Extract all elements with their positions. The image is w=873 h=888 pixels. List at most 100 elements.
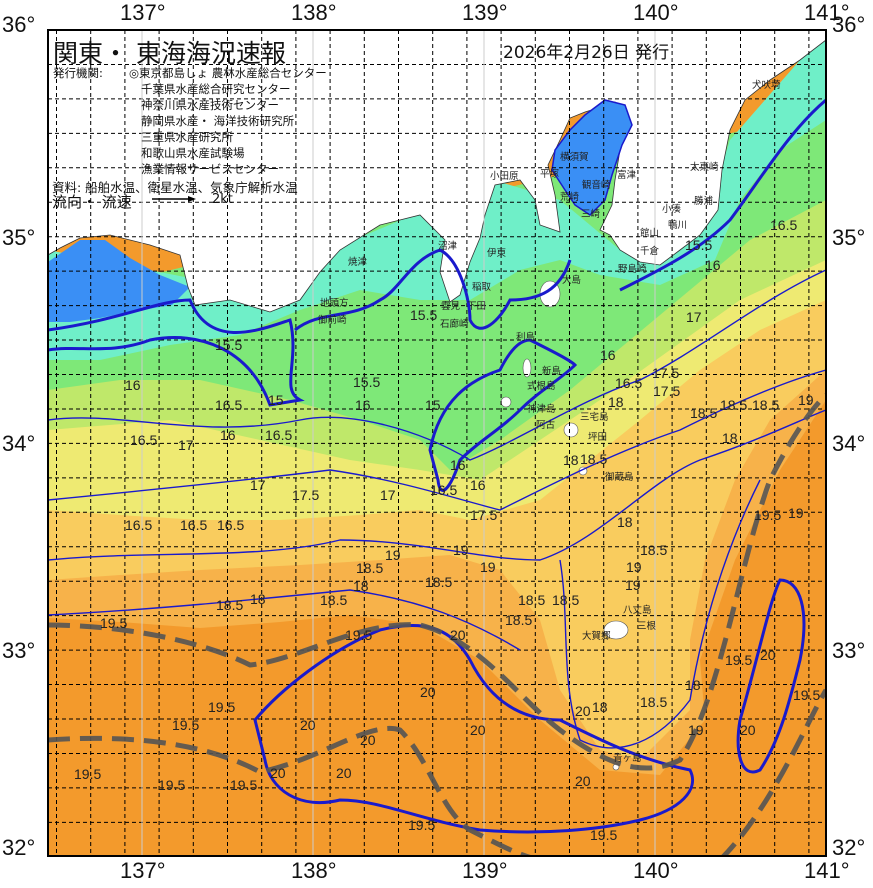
lon-tick-bottom: 138°	[291, 858, 337, 883]
isotherm-label: 18.5	[216, 597, 243, 613]
place-label: 御蔵島	[605, 471, 634, 483]
place-label: 館山	[640, 227, 659, 239]
isotherm-label: 16	[355, 397, 371, 413]
isotherm-label: 15.5	[410, 307, 437, 323]
isotherm-label: 16.5	[180, 517, 207, 533]
flow-scale-arrow	[152, 196, 196, 202]
lon-tick-top: 138°	[291, 0, 337, 25]
flow-label: 流向・ 流速	[52, 193, 132, 211]
isotherm-label: 16	[470, 477, 486, 493]
isotherm-label: 20	[760, 647, 776, 663]
isotherm-label: 17.5	[292, 487, 319, 503]
isotherm-label: 19.5	[725, 652, 752, 668]
issuer-label: 発行機関:	[53, 66, 103, 80]
isotherm-label: 17.5	[653, 383, 680, 399]
place-label: 観音崎	[582, 179, 611, 191]
place-label: 勝浦	[694, 195, 714, 207]
place-label: 新島	[542, 365, 561, 377]
isotherm-label: 16	[705, 257, 721, 273]
isotherm-label: 18.5	[505, 612, 532, 628]
issuer-6: 和歌山県水産試験場	[141, 146, 245, 160]
isotherm-label: 19.5	[158, 777, 185, 793]
isotherm-label: 19.5	[230, 777, 257, 793]
isotherm-label: 18.5	[552, 592, 579, 608]
issuer-5: 三重県水産研究所	[141, 130, 233, 144]
isotherm-label: 19.5	[754, 507, 781, 523]
issuer-7: 漁業情報サービスセンター	[141, 162, 279, 176]
isotherm-label: 17	[380, 487, 396, 503]
place-label: 稲取	[472, 281, 492, 293]
isotherm-label: 16.5	[615, 375, 642, 391]
isotherm-label: 20	[470, 722, 486, 738]
isotherm-label: 20	[420, 684, 436, 700]
place-label: 伊東	[487, 247, 507, 259]
place-label: 下田	[467, 301, 486, 312]
isotherm-label: 19.5	[208, 699, 235, 715]
issuer-2: 千葉県水産総合研究センター	[141, 82, 291, 96]
isotherm-label: 19	[480, 559, 496, 575]
isotherm-label: 19	[688, 722, 704, 738]
isotherm-label: 17.5	[652, 365, 679, 381]
isotherm-label: 17.5	[470, 507, 497, 523]
lon-tick-top: 139°	[462, 0, 508, 25]
isotherm-label: 17	[178, 437, 194, 453]
isotherm-label: 20	[300, 717, 316, 733]
isotherm-label: 20	[575, 703, 591, 719]
issuer-3: 神奈川県水産技術センター	[141, 98, 279, 112]
lat-tick-left: 33°	[2, 638, 36, 664]
lat-tick-right: 33°	[832, 638, 866, 664]
contour-labels: 15.5 16 16.5 17 15 16.5 16 16.5 17 17.5 16.5 16.5 16…	[74, 217, 820, 843]
isotherm-label: 19.5	[408, 817, 435, 833]
isotherm-label: 18.5	[320, 592, 347, 608]
isotherm-label: 19	[453, 542, 469, 558]
isotherm-label: 18	[563, 452, 579, 468]
place-label: 犬吠埼	[752, 79, 781, 91]
issuer-1: ◎東京都島しょ 農林水産総合センター	[129, 66, 327, 80]
isotherm-label: 18.5	[356, 560, 383, 576]
place-label: 小湊	[662, 203, 682, 215]
place-label: 神津島	[527, 403, 556, 415]
lon-tick-bottom: 140°	[633, 858, 679, 883]
place-label: 利島	[516, 331, 535, 343]
place-label: 青ヶ島	[613, 752, 642, 764]
isotherm-label: 19	[798, 392, 814, 408]
place-label: 横須賀	[560, 151, 589, 163]
isotherm-label: 15.5	[215, 337, 242, 353]
isotherm-label: 19.5	[172, 717, 199, 733]
lon-tick-bottom: 139°	[462, 858, 508, 883]
lon-tick-top: 141°	[804, 0, 850, 25]
place-label: 平塚	[540, 169, 560, 180]
isotherm-label: 16.5	[125, 517, 152, 533]
place-label: 富津	[617, 169, 637, 181]
place-label: 坪田	[588, 431, 607, 443]
isotherm-label: 20	[575, 773, 591, 789]
ise-bay-cold-water	[48, 240, 190, 322]
isotherm-contours	[48, 98, 826, 834]
isotherm-label: 18.5	[720, 397, 747, 413]
isotherm-label: 17	[250, 477, 266, 493]
kuroshio-axis	[48, 393, 826, 856]
isotherm-label: 16	[600, 347, 616, 363]
isotherm-label: 19.5	[100, 615, 127, 631]
isotherm-label: 19.5	[345, 627, 372, 643]
isotherm-label: 20	[270, 765, 286, 781]
place-label: 大賀郷	[582, 630, 611, 642]
isotherm-label: 19	[625, 577, 641, 593]
place-label: 八丈島	[623, 604, 652, 616]
isotherm-label: 16.5	[215, 397, 242, 413]
isotherm-label: 18.5	[518, 592, 545, 608]
isotherm-label: 19.5	[590, 827, 617, 843]
land	[48, 30, 826, 313]
isotherm-label: 19	[788, 505, 804, 521]
isotherm-label: 16.5	[430, 482, 457, 498]
isotherm-label: 15.5	[685, 237, 712, 253]
place-label: 地頭方	[320, 297, 349, 309]
place-label: 小田原	[490, 171, 519, 182]
lon-tick-top: 137°	[120, 0, 166, 25]
isotherm-label: 18.5	[580, 451, 607, 467]
isotherm-label: 18	[722, 430, 738, 446]
data-source: 資料: 船舶水温、衛星水温、気象庁解析水温	[52, 180, 298, 195]
isotherm-label: 18	[250, 591, 266, 607]
place-label: 雲見	[441, 301, 461, 312]
place-label: 荒崎	[560, 191, 580, 203]
